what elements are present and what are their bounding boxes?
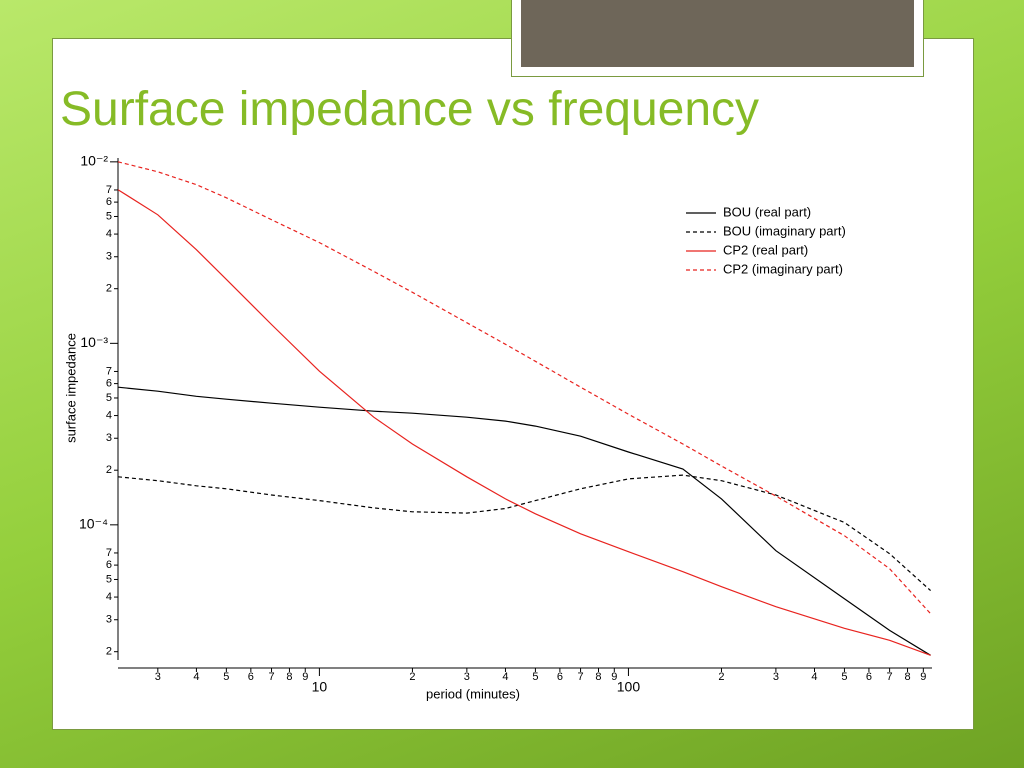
x-tick-label: 8 (286, 671, 292, 683)
x-tick-label: 5 (841, 671, 847, 683)
y-tick-label: 3 (106, 251, 112, 263)
x-tick-label: 8 (595, 671, 601, 683)
x-tick-label: 3 (464, 671, 470, 683)
y-tick-label: 6 (106, 559, 112, 571)
x-axis-label: period (minutes) (426, 686, 520, 701)
x-tick-label: 7 (268, 671, 274, 683)
x-tick-label: 2 (718, 671, 724, 683)
y-tick-label: 3 (106, 614, 112, 626)
y-tick-label: 7 (106, 365, 112, 377)
y-tick-label: 10⁻³ (80, 334, 108, 350)
y-tick-label: 5 (106, 392, 112, 404)
y-tick-label: 4 (106, 409, 112, 421)
x-tick-label: 3 (773, 671, 779, 683)
header-decoration (511, 0, 924, 77)
data-line (117, 189, 931, 656)
y-tick-label: 3 (106, 432, 112, 444)
x-tick-label: 4 (502, 671, 508, 683)
y-axis-label: surface impedance (63, 333, 78, 443)
legend-label: CP2 (real part) (723, 242, 808, 257)
y-tick-label: 5 (106, 573, 112, 585)
y-tick-label: 4 (106, 591, 112, 603)
legend-label: CP2 (imaginary part) (723, 261, 843, 276)
x-tick-label: 10 (312, 679, 328, 695)
y-tick-label: 7 (106, 547, 112, 559)
y-tick-label: 10⁻⁴ (79, 516, 108, 532)
data-line (117, 386, 931, 656)
legend-label: BOU (real part) (723, 204, 811, 219)
x-tick-label: 2 (409, 671, 415, 683)
y-tick-label: 2 (106, 646, 112, 658)
x-tick-label: 4 (193, 671, 199, 683)
x-tick-label: 6 (866, 671, 872, 683)
x-tick-label: 8 (904, 671, 910, 683)
y-tick-label: 4 (106, 228, 112, 240)
y-tick-label: 5 (106, 210, 112, 222)
x-tick-label: 6 (248, 671, 254, 683)
y-tick-label: 6 (106, 196, 112, 208)
data-line (117, 474, 932, 592)
x-tick-label: 6 (557, 671, 563, 683)
data-line (117, 161, 932, 615)
y-tick-label: 6 (106, 378, 112, 390)
x-tick-label: 5 (532, 671, 538, 683)
y-tick-label: 2 (106, 464, 112, 476)
y-tick-label: 7 (106, 184, 112, 196)
x-tick-label: 100 (617, 679, 641, 695)
y-tick-label: 10⁻² (80, 153, 108, 169)
x-tick-label: 9 (920, 671, 926, 683)
x-tick-label: 9 (611, 671, 617, 683)
header-block (521, 0, 914, 67)
y-tick-label: 2 (106, 283, 112, 295)
legend-label: BOU (imaginary part) (723, 223, 846, 238)
x-tick-label: 7 (578, 671, 584, 683)
x-tick-label: 3 (155, 671, 161, 683)
content-panel (52, 38, 974, 730)
slide-title: Surface impedance vs frequency (60, 83, 760, 136)
x-tick-label: 5 (223, 671, 229, 683)
x-tick-label: 9 (302, 671, 308, 683)
x-tick-label: 7 (887, 671, 893, 683)
x-tick-label: 4 (811, 671, 817, 683)
